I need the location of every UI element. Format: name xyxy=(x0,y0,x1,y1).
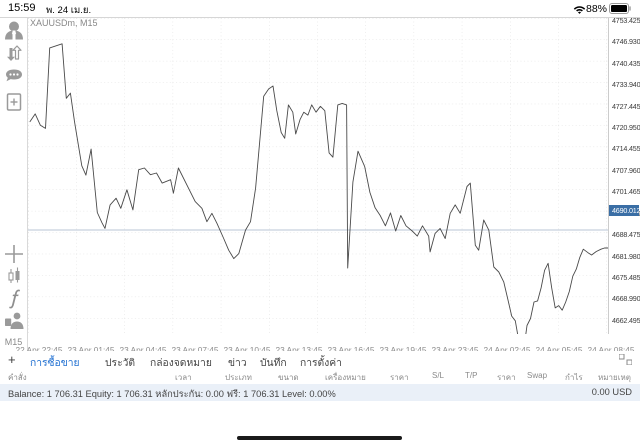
svg-text:XAUUSDm, M15: XAUUSDm, M15 xyxy=(30,18,98,28)
